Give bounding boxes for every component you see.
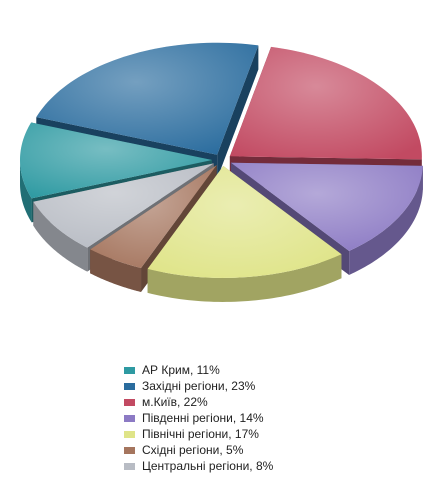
legend-item-5: Північні регіони, 17%: [124, 426, 273, 442]
legend-label: Західні регіони, 23%: [142, 379, 256, 393]
legend-item-6: Східні регіони, 5%: [124, 442, 273, 458]
legend-item-7: Центральні регіони, 8%: [124, 458, 273, 474]
legend-item-2: Західні регіони, 23%: [124, 378, 273, 394]
legend-label: Східні регіони, 5%: [142, 443, 244, 457]
pie-slice-3: [229, 46, 422, 184]
legend-item-1: АР Крим, 11%: [124, 362, 273, 378]
legend-item-4: Південні регіони, 14%: [124, 410, 273, 426]
legend-swatch: [124, 414, 135, 422]
pie-chart: [20, 42, 423, 302]
legend-label: м.Київ, 22%: [142, 395, 208, 409]
legend-swatch: [124, 430, 135, 438]
legend-label: Північні регіони, 17%: [142, 427, 259, 441]
legend-label: Центральні регіони, 8%: [142, 459, 274, 473]
legend-swatch: [124, 398, 135, 406]
legend-label: АР Крим, 11%: [142, 363, 220, 377]
legend-swatch: [124, 382, 135, 390]
pie-slice-2: [36, 42, 259, 179]
legend-swatch: [124, 446, 135, 454]
legend: АР Крим, 11% Західні регіони, 23% м.Київ, …: [124, 362, 273, 474]
legend-swatch: [124, 366, 135, 374]
legend-item-3: м.Київ, 22%: [124, 394, 273, 410]
pie-slice-5: [147, 165, 342, 302]
legend-swatch: [124, 462, 135, 470]
legend-label: Південні регіони, 14%: [142, 411, 264, 425]
